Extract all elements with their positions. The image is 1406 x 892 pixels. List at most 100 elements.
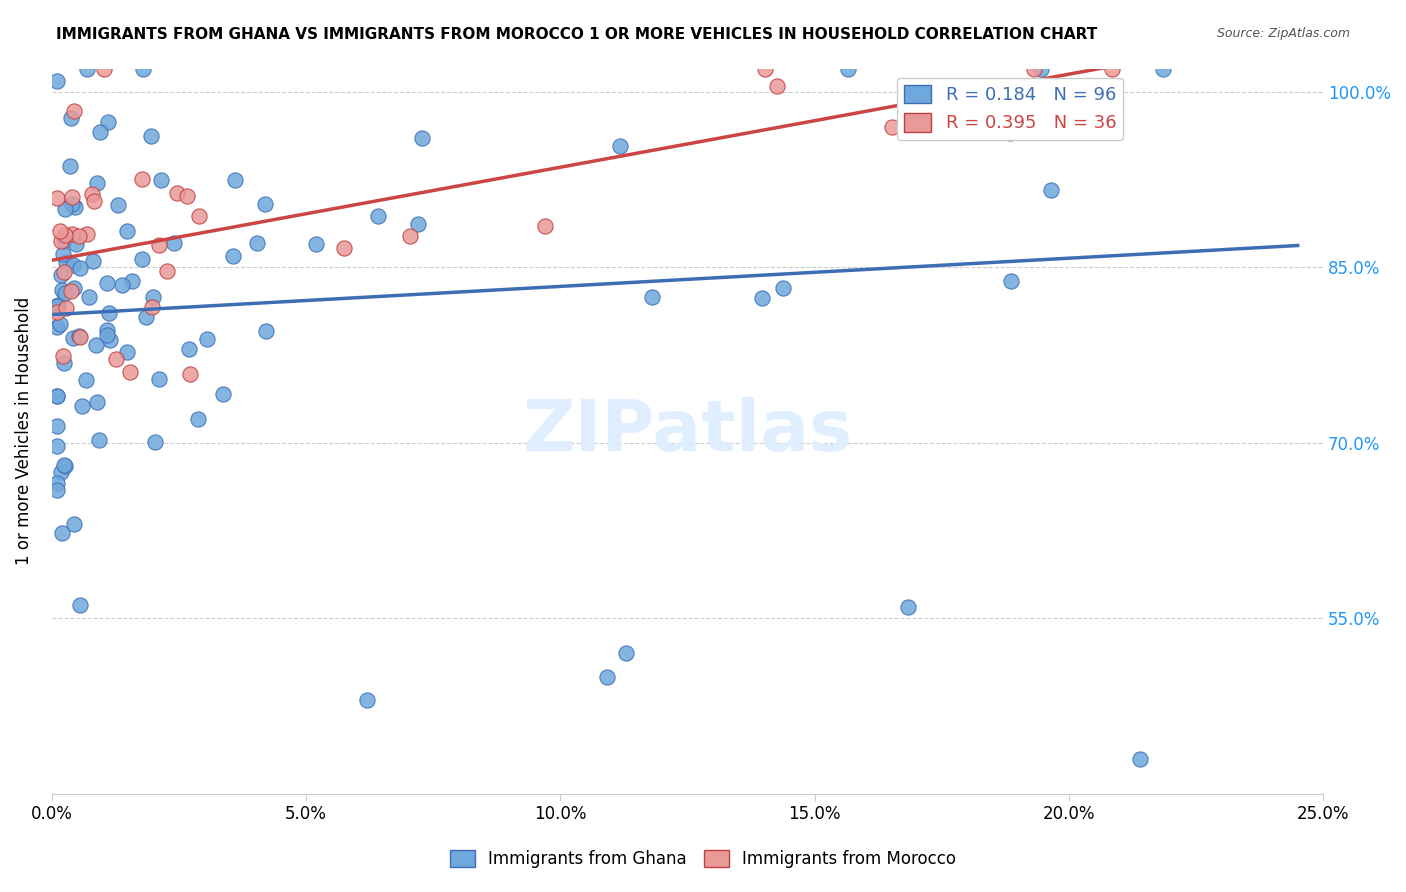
- Ghana: [143, 435, 166, 450]
- Morocco: [55, 301, 77, 316]
- Ghana: [53, 234, 76, 248]
- Ghana: [65, 236, 87, 251]
- Ghana: [212, 387, 235, 401]
- Ghana: [595, 670, 617, 684]
- Ghana: [46, 475, 69, 490]
- Ghana: [70, 399, 93, 413]
- Ghana: [63, 516, 86, 531]
- Morocco: [45, 305, 67, 319]
- Ghana: [1000, 274, 1022, 288]
- Ghana: [86, 176, 108, 190]
- Ghana: [195, 333, 218, 347]
- Ghana: [142, 290, 165, 304]
- Morocco: [67, 228, 90, 243]
- Ghana: [305, 236, 328, 251]
- Morocco: [49, 234, 72, 248]
- Morocco: [141, 300, 163, 314]
- Ghana: [111, 278, 134, 293]
- Ghana: [253, 196, 276, 211]
- Morocco: [82, 187, 104, 202]
- Ghana: [45, 483, 67, 497]
- Ghana: [69, 598, 91, 612]
- Ghana: [406, 217, 429, 231]
- Morocco: [118, 365, 141, 379]
- Ghana: [132, 62, 155, 76]
- Ghana: [222, 250, 245, 264]
- Morocco: [187, 209, 209, 223]
- Ghana: [98, 333, 121, 347]
- Ghana: [45, 388, 67, 402]
- Ghana: [63, 200, 86, 214]
- Morocco: [52, 349, 75, 363]
- Ghana: [45, 389, 67, 403]
- Ghana: [86, 395, 108, 409]
- Ghana: [115, 345, 138, 359]
- Ghana: [63, 281, 86, 295]
- Ghana: [179, 343, 201, 357]
- Ghana: [75, 373, 97, 387]
- Morocco: [179, 367, 201, 381]
- Ghana: [53, 356, 76, 370]
- Morocco: [754, 62, 776, 76]
- Ghana: [53, 285, 76, 300]
- Ghana: [246, 236, 269, 251]
- Ghana: [356, 693, 378, 707]
- Ghana: [107, 198, 129, 212]
- Ghana: [148, 372, 170, 386]
- Ghana: [97, 306, 120, 320]
- Ghana: [82, 254, 104, 268]
- Text: ZIPatlas: ZIPatlas: [523, 397, 852, 466]
- Ghana: [60, 112, 83, 126]
- Ghana: [911, 80, 934, 95]
- Ghana: [1129, 751, 1152, 765]
- Morocco: [1024, 62, 1046, 76]
- Ghana: [614, 646, 637, 660]
- Ghana: [45, 439, 67, 453]
- Ghana: [772, 280, 794, 294]
- Morocco: [105, 351, 128, 366]
- Ghana: [49, 466, 72, 480]
- Morocco: [53, 265, 76, 279]
- Ghana: [115, 224, 138, 238]
- Ghana: [411, 130, 433, 145]
- Ghana: [984, 114, 1007, 128]
- Ghana: [53, 458, 76, 472]
- Morocco: [534, 219, 557, 233]
- Ghana: [52, 246, 75, 260]
- Ghana: [224, 173, 246, 187]
- Ghana: [51, 526, 73, 541]
- Ghana: [84, 338, 107, 352]
- Ghana: [60, 197, 83, 211]
- Ghana: [1039, 184, 1062, 198]
- Ghana: [62, 258, 84, 272]
- Morocco: [59, 284, 82, 298]
- Legend: Immigrants from Ghana, Immigrants from Morocco: Immigrants from Ghana, Immigrants from M…: [443, 843, 963, 875]
- Ghana: [59, 159, 82, 173]
- Text: IMMIGRANTS FROM GHANA VS IMMIGRANTS FROM MOROCCO 1 OR MORE VEHICLES IN HOUSEHOLD: IMMIGRANTS FROM GHANA VS IMMIGRANTS FROM…: [56, 27, 1098, 42]
- Y-axis label: 1 or more Vehicles in Household: 1 or more Vehicles in Household: [15, 297, 32, 566]
- Ghana: [121, 274, 143, 288]
- Ghana: [45, 74, 67, 88]
- Ghana: [97, 114, 120, 128]
- Morocco: [48, 224, 70, 238]
- Ghana: [149, 173, 172, 187]
- Morocco: [333, 241, 356, 255]
- Morocco: [166, 186, 188, 200]
- Morocco: [148, 238, 170, 252]
- Ghana: [45, 419, 67, 434]
- Morocco: [155, 264, 177, 278]
- Morocco: [766, 79, 789, 94]
- Morocco: [83, 194, 105, 208]
- Ghana: [163, 236, 186, 251]
- Morocco: [69, 330, 91, 344]
- Ghana: [837, 62, 859, 76]
- Ghana: [62, 331, 84, 345]
- Ghana: [1029, 62, 1052, 76]
- Morocco: [399, 228, 422, 243]
- Ghana: [1040, 125, 1063, 139]
- Morocco: [45, 191, 67, 205]
- Ghana: [751, 292, 773, 306]
- Ghana: [254, 324, 277, 338]
- Ghana: [45, 299, 67, 313]
- Ghana: [67, 329, 90, 343]
